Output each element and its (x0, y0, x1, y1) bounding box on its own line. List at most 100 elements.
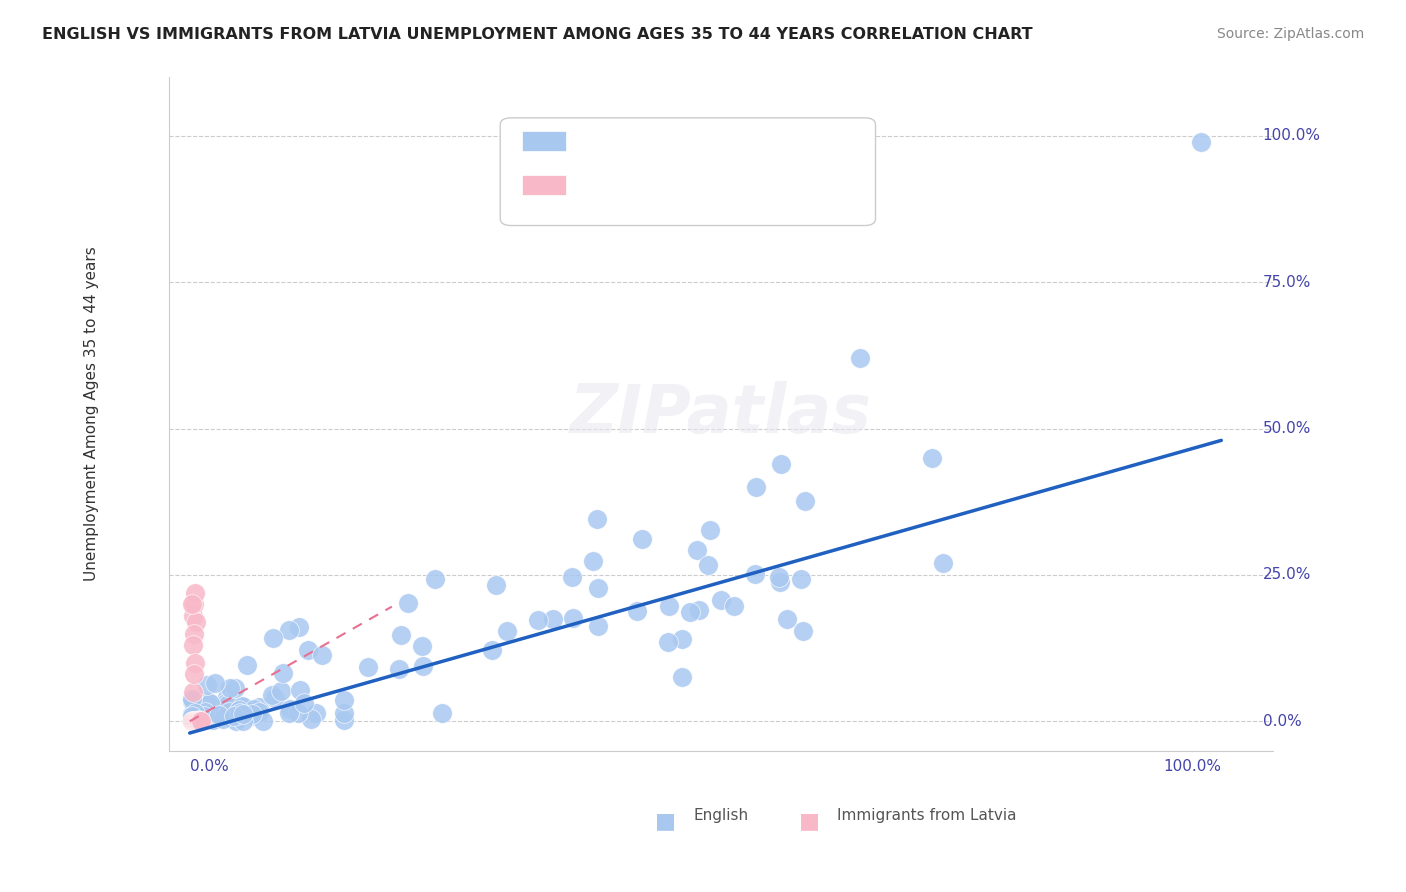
Point (193, 705, 215, 719)
Point (333, 713, 356, 727)
Text: Immigrants from Latvia: Immigrants from Latvia (837, 808, 1017, 822)
Point (240, 709, 263, 723)
Point (679, 605, 702, 619)
Point (252, 714, 274, 728)
Point (412, 659, 434, 673)
Text: R = 0.509: R = 0.509 (583, 176, 673, 194)
Point (183, 714, 205, 728)
Point (190, 714, 212, 729)
Point (217, 690, 239, 704)
Point (214, 696, 236, 710)
Point (180, 694, 202, 708)
Point (197, 695, 219, 709)
Point (180, 691, 202, 706)
Point (288, 682, 311, 697)
Point (586, 582, 609, 596)
Point (278, 706, 301, 721)
Point (582, 554, 605, 568)
Point (357, 660, 380, 674)
Point (671, 670, 693, 684)
Point (181, 609, 204, 624)
Text: 50.0%: 50.0% (1263, 421, 1310, 436)
Point (247, 705, 270, 719)
Point (561, 611, 583, 625)
Point (242, 706, 264, 721)
Point (776, 613, 799, 627)
Point (228, 702, 250, 716)
Point (631, 532, 654, 546)
Point (768, 569, 790, 583)
Point (430, 706, 453, 721)
Point (481, 643, 503, 657)
Point (496, 624, 519, 639)
Point (183, 626, 205, 640)
Point (657, 634, 679, 648)
Point (181, 714, 204, 729)
Point (769, 457, 792, 471)
Point (396, 596, 419, 610)
Point (232, 707, 254, 722)
Point (229, 706, 252, 720)
Point (184, 714, 207, 729)
Point (183, 714, 205, 728)
Point (247, 700, 270, 714)
Point (686, 543, 709, 558)
Point (411, 639, 433, 653)
Text: N = 20: N = 20 (693, 176, 756, 194)
Point (333, 693, 356, 707)
Point (181, 685, 204, 699)
Point (271, 665, 294, 680)
Point (932, 556, 955, 570)
Text: 75.0%: 75.0% (1263, 275, 1310, 290)
Bar (522, 175, 567, 195)
Point (586, 511, 609, 525)
Point (184, 714, 207, 729)
Point (699, 523, 721, 537)
Point (769, 575, 792, 590)
Point (688, 603, 710, 617)
Point (228, 708, 250, 723)
Point (184, 706, 207, 721)
Point (333, 706, 356, 720)
Point (187, 714, 209, 729)
Point (219, 681, 242, 695)
Point (236, 657, 259, 672)
Point (744, 566, 766, 581)
Point (195, 678, 218, 692)
Point (287, 706, 309, 721)
Text: 25.0%: 25.0% (1263, 567, 1310, 582)
Point (211, 712, 233, 726)
Point (423, 572, 446, 586)
Point (658, 599, 681, 613)
Point (240, 705, 263, 719)
Point (183, 597, 205, 611)
Point (225, 714, 247, 728)
Point (277, 623, 299, 637)
Point (240, 708, 263, 723)
Point (561, 570, 583, 584)
Text: English: English (693, 808, 748, 822)
Point (260, 689, 283, 703)
Point (262, 631, 284, 645)
Point (710, 592, 733, 607)
Point (200, 708, 222, 723)
Point (193, 709, 215, 723)
Point (219, 710, 242, 724)
Point (790, 572, 813, 586)
Point (588, 618, 610, 632)
Point (188, 714, 211, 729)
Point (218, 705, 240, 719)
Text: ENGLISH VS IMMIGRANTS FROM LATVIA UNEMPLOYMENT AMONG AGES 35 TO 44 YEARS CORRELA: ENGLISH VS IMMIGRANTS FROM LATVIA UNEMPL… (42, 27, 1033, 42)
Point (180, 714, 202, 729)
Point (184, 704, 207, 718)
Point (181, 638, 204, 652)
Text: 0.0%: 0.0% (190, 759, 228, 774)
Point (921, 450, 943, 465)
Point (1189, 135, 1212, 149)
Point (232, 700, 254, 714)
Point (744, 480, 766, 494)
Point (204, 676, 226, 690)
Text: ZIPatlas: ZIPatlas (569, 381, 872, 447)
Point (188, 712, 211, 726)
Point (184, 714, 207, 728)
